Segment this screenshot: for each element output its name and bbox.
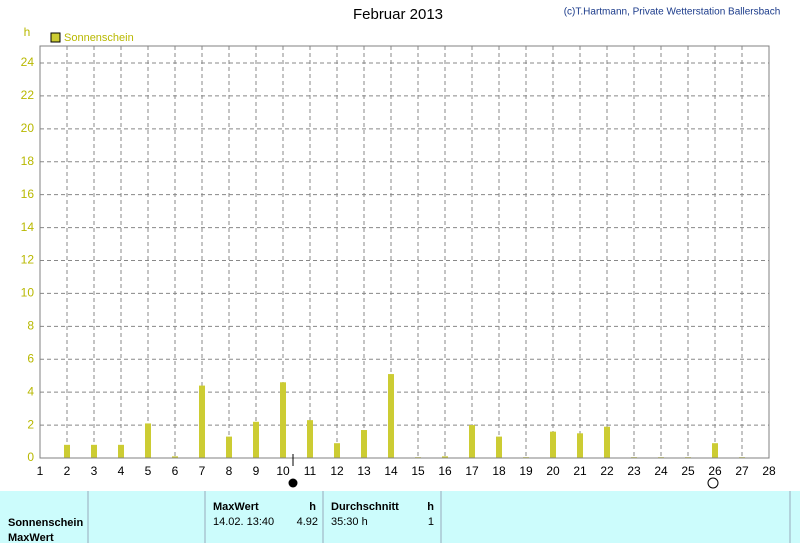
bar	[226, 436, 232, 458]
y-tick-label: 18	[21, 154, 35, 168]
bar	[334, 443, 340, 458]
bar	[253, 421, 259, 458]
y-tick-label: 22	[21, 88, 35, 102]
bar	[577, 433, 583, 458]
x-tick-label: 11	[304, 464, 317, 478]
bar	[388, 374, 394, 458]
y-tick-label: 20	[21, 121, 35, 135]
x-tick-label: 7	[199, 464, 206, 478]
y-tick-label: 16	[21, 187, 35, 201]
x-tick-label: 4	[118, 464, 125, 478]
x-tick-label: 23	[627, 464, 641, 478]
y-tick-label: 4	[27, 384, 34, 398]
y-tick-label: 6	[27, 351, 34, 365]
bar	[307, 420, 313, 458]
x-tick-label: 27	[735, 464, 749, 478]
x-tick-label: 8	[226, 464, 233, 478]
bar	[145, 423, 151, 458]
x-tick-label: 25	[681, 464, 695, 478]
legend-swatch	[50, 32, 61, 43]
cell: 14.02. 13:40	[213, 516, 274, 528]
cell: 1	[428, 516, 434, 528]
cell: 4.92	[297, 516, 318, 528]
y-tick-label: 2	[27, 417, 34, 431]
bar	[604, 426, 610, 458]
y-tick-label: 10	[21, 286, 35, 300]
x-tick-label: 22	[600, 464, 614, 478]
bar	[280, 382, 286, 458]
x-tick-label: 16	[438, 464, 452, 478]
bar	[172, 456, 178, 458]
row-label: Sonnenschein	[8, 517, 83, 529]
x-tick-label: 1	[37, 464, 44, 478]
column-unit: h	[427, 501, 434, 513]
y-tick-label: 8	[27, 319, 34, 333]
bar	[550, 431, 556, 458]
x-tick-label: 18	[492, 464, 506, 478]
bar	[64, 444, 70, 458]
x-tick-label: 28	[762, 464, 776, 478]
x-tick-label: 6	[172, 464, 179, 478]
bar	[91, 444, 97, 458]
y-tick-label: 12	[21, 253, 35, 267]
column-unit: h	[309, 501, 316, 513]
y-tick-label: 14	[21, 220, 35, 234]
y-tick-label: 0	[27, 450, 34, 464]
x-tick-label: 3	[91, 464, 98, 478]
x-tick-label: 21	[573, 464, 587, 478]
legend-label: Sonnenschein	[64, 32, 134, 44]
x-tick-label: 10	[276, 464, 290, 478]
bar	[199, 385, 205, 458]
x-tick-label: 14	[384, 464, 398, 478]
x-tick-label: 9	[253, 464, 260, 478]
plot-frame	[39, 45, 770, 459]
credit: (c)T.Hartmann, Private Wetterstation Bal…	[564, 7, 781, 18]
full-moon-icon	[707, 477, 719, 489]
summary-table: Sonnenschein MaxWert MaxWert h 14.02. 13…	[0, 491, 800, 544]
row-label: MaxWert	[8, 532, 54, 543]
column-header: MaxWert	[213, 501, 259, 513]
x-tick-label: 12	[330, 464, 344, 478]
new-moon-icon	[288, 478, 298, 488]
bar	[361, 430, 367, 458]
chart-title: Februar 2013	[353, 6, 443, 23]
x-tick-label: 15	[411, 464, 425, 478]
x-tick-label: 5	[145, 464, 152, 478]
column-header: Durchschnitt	[331, 501, 399, 513]
y-axis-label: h	[24, 25, 31, 39]
cell: 35:30 h	[331, 516, 368, 528]
bar	[442, 456, 448, 458]
bar	[118, 444, 124, 458]
y-tick-label: 24	[21, 55, 35, 69]
x-tick-label: 13	[357, 464, 371, 478]
bar	[712, 443, 718, 458]
x-tick-label: 26	[708, 464, 722, 478]
x-tick-label: 17	[465, 464, 479, 478]
bar	[469, 425, 475, 458]
table-bg	[0, 491, 800, 543]
x-tick-label: 19	[519, 464, 533, 478]
x-tick-label: 24	[654, 464, 668, 478]
x-tick-label: 2	[64, 464, 71, 478]
x-tick-label: 20	[546, 464, 560, 478]
bar	[496, 436, 502, 458]
